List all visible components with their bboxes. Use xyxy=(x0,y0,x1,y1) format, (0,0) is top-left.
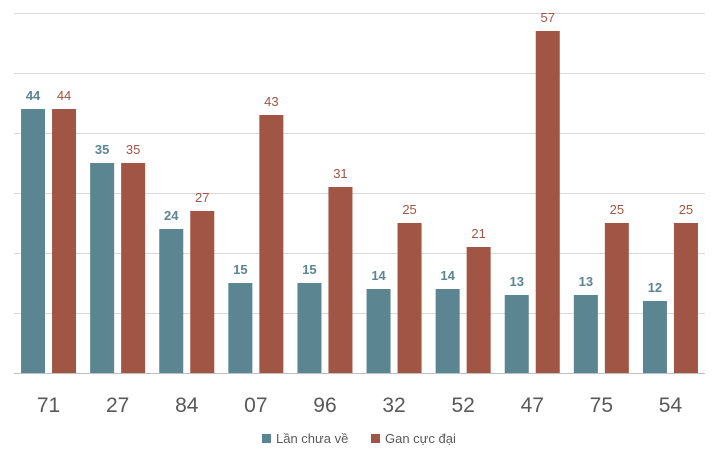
bar-lan-chua-ve-27 xyxy=(90,163,115,373)
value-label-gan-cuc-dai-75: 25 xyxy=(610,202,624,217)
value-label-gan-cuc-dai-71: 44 xyxy=(57,88,71,103)
bars xyxy=(21,31,698,373)
bar-gan-cuc-dai-47 xyxy=(535,31,560,373)
bar-gan-cuc-dai-75 xyxy=(604,223,629,373)
bar-lan-chua-ve-54 xyxy=(642,301,667,373)
value-label-gan-cuc-dai-47: 57 xyxy=(541,10,555,25)
value-label-gan-cuc-dai-54: 25 xyxy=(679,202,693,217)
category-label-32: 32 xyxy=(382,394,405,417)
legend: Lần chưa về Gan cực đại xyxy=(262,431,456,446)
value-label-gan-cuc-dai-07: 43 xyxy=(264,94,278,109)
bar-gan-cuc-dai-71 xyxy=(52,109,77,373)
bar-lan-chua-ve-96 xyxy=(297,283,322,373)
bar-gan-cuc-dai-84 xyxy=(190,211,215,373)
bar-gan-cuc-dai-27 xyxy=(121,163,146,373)
bar-lan-chua-ve-52 xyxy=(435,289,460,373)
value-label-gan-cuc-dai-27: 35 xyxy=(126,142,140,157)
value-label-gan-cuc-dai-32: 25 xyxy=(402,202,416,217)
bar-gan-cuc-dai-32 xyxy=(397,223,422,373)
value-label-gan-cuc-dai-84: 27 xyxy=(195,190,209,205)
value-label-lan-chua-ve-71: 44 xyxy=(26,88,41,103)
value-label-lan-chua-ve-47: 13 xyxy=(510,274,524,289)
bar-gan-cuc-dai-96 xyxy=(328,187,353,373)
value-label-lan-chua-ve-96: 15 xyxy=(302,262,316,277)
bar-lan-chua-ve-47 xyxy=(504,295,529,373)
category-label-07: 07 xyxy=(244,394,267,417)
category-label-54: 54 xyxy=(659,394,683,417)
legend-label-gan-cuc-dai: Gan cực đại xyxy=(385,431,456,446)
category-labels: 71 27 84 07 96 32 52 47 75 54 xyxy=(37,394,683,417)
bar-lan-chua-ve-75 xyxy=(573,295,598,373)
value-label-lan-chua-ve-75: 13 xyxy=(579,274,593,289)
value-label-gan-cuc-dai-96: 31 xyxy=(333,166,347,181)
value-label-lan-chua-ve-84: 24 xyxy=(164,208,179,223)
category-label-71: 71 xyxy=(37,394,60,417)
value-label-lan-chua-ve-27: 35 xyxy=(95,142,109,157)
bar-lan-chua-ve-07 xyxy=(228,283,253,373)
category-label-27: 27 xyxy=(106,394,129,417)
category-label-96: 96 xyxy=(313,394,336,417)
category-label-75: 75 xyxy=(590,394,613,417)
bar-gan-cuc-dai-52 xyxy=(466,247,491,373)
legend-swatch-gan-cuc-dai xyxy=(371,434,380,443)
value-label-lan-chua-ve-54: 12 xyxy=(648,280,662,295)
category-label-47: 47 xyxy=(521,394,544,417)
value-label-lan-chua-ve-52: 14 xyxy=(440,268,455,283)
bar-lan-chua-ve-71 xyxy=(21,109,46,373)
gridlines xyxy=(14,13,705,374)
bar-lan-chua-ve-32 xyxy=(366,289,391,373)
value-label-lan-chua-ve-07: 15 xyxy=(233,262,247,277)
bar-lan-chua-ve-84 xyxy=(159,229,184,373)
value-label-gan-cuc-dai-52: 21 xyxy=(471,226,485,241)
legend-swatch-lan-chua-ve xyxy=(262,434,271,443)
bar-gan-cuc-dai-07 xyxy=(259,115,284,373)
value-labels: 44 44 35 35 24 27 15 43 15 31 14 25 14 21 13 57 13 25 12 25 xyxy=(26,10,693,295)
category-label-84: 84 xyxy=(175,394,199,417)
value-label-lan-chua-ve-32: 14 xyxy=(371,268,386,283)
bar-gan-cuc-dai-54 xyxy=(673,223,698,373)
category-label-52: 52 xyxy=(451,394,474,417)
legend-label-lan-chua-ve: Lần chưa về xyxy=(276,431,348,446)
